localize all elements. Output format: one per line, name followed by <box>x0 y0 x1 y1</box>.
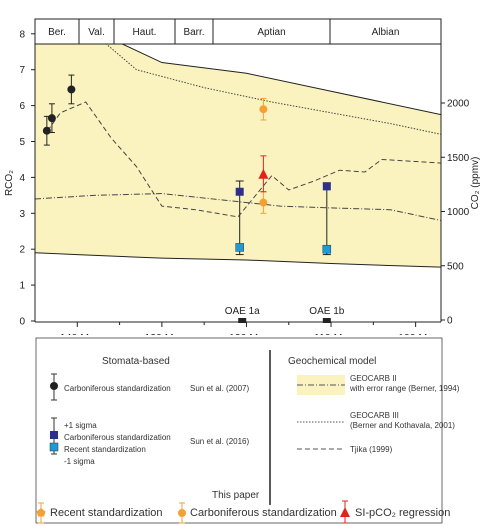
y-right-tick-label: 0 <box>447 316 453 327</box>
legend-this-paper: This paper <box>212 490 260 501</box>
sun2007-point <box>42 126 51 135</box>
oae-marker <box>322 318 331 323</box>
legend-tp-si-symbol <box>340 500 350 524</box>
oae-label: OAE 1a <box>225 306 260 317</box>
legend-tp-carb-symbol <box>178 502 186 524</box>
period-label: Aptian <box>257 27 285 38</box>
sun2016-carboniferous-point <box>322 182 331 191</box>
y-left-tick-label: 3 <box>19 209 25 220</box>
legend-sun2016-symbol <box>49 417 59 455</box>
legend-graphics <box>35 337 443 524</box>
legend-geocarb3-title: GEOCARB III <box>350 411 399 420</box>
y-left-tick-label: 4 <box>19 173 25 184</box>
oae-label: OAE 1b <box>309 306 344 317</box>
legend-recent-square <box>49 442 59 452</box>
legend-geocarb2-title: GEOCARB II <box>350 374 397 383</box>
period-label: Ber. <box>48 27 66 38</box>
y-left-tick-label: 0 <box>19 317 25 328</box>
x-tick-label: 140 Ma <box>60 332 95 335</box>
legend-plus-sigma: +1 sigma <box>64 421 97 430</box>
y-left-tick-label: 6 <box>19 101 25 112</box>
y-left-tick-label: 2 <box>19 245 25 256</box>
legend-tajika-label: Tjika (1999) <box>350 445 393 454</box>
sun2016-carboniferous-point <box>235 187 244 196</box>
geocarb3-line <box>105 44 441 135</box>
legend-geocarb2-sub: with error range (Berner, 1994) <box>350 384 460 393</box>
period-label: Barr. <box>183 27 204 38</box>
legend-tp-recent-symbol <box>36 502 46 524</box>
legend-tp-si-label: SI-pCO₂ regression <box>355 507 451 519</box>
legend-sun2016-ref: Sun et al. (2016) <box>190 437 250 446</box>
period-label: Haut. <box>133 27 157 38</box>
legend-minus-sigma: -1 sigma <box>64 457 95 466</box>
y-right-tick-label: 500 <box>447 261 464 272</box>
sun2007-point <box>47 114 56 123</box>
x-tick-label: 120 Ma <box>229 332 264 335</box>
y-right-tick-label: 1500 <box>447 153 470 164</box>
legend-tp-carb-label: Carboniferous standardization <box>190 507 337 519</box>
y-left-axis-label: RCO₂ <box>4 170 15 196</box>
this-paper-carb-point <box>259 105 268 114</box>
legend-carb-std-label-2: Carboniferous standardization <box>64 433 171 442</box>
si-pco2-point <box>258 168 269 179</box>
legend-geocarb2-symbol <box>297 375 345 395</box>
sun2016-recent-point <box>235 243 244 252</box>
legend-stomata-header: Stomata-based <box>102 356 170 367</box>
y-left-tick-label: 1 <box>19 281 25 292</box>
legend-sun2007-symbol <box>50 373 58 401</box>
period-header <box>34 18 442 45</box>
legend-geochem-header: Geochemical model <box>288 356 377 367</box>
y-right-tick-label: 2000 <box>447 99 470 110</box>
geocarb2-upper-line <box>121 44 441 116</box>
legend-recent-std-label: Recent standardization <box>64 445 146 454</box>
co2-chart: Ber. Val. Haut. Barr. Aptian Albian 0 1 2 3 4 5 6 7 8 R… <box>4 18 481 335</box>
plot-area <box>35 44 441 268</box>
period-label: Val. <box>88 27 105 38</box>
geocarb2-mid-line <box>35 193 441 221</box>
legend: Stomata-based Geochemical model Carbonif… <box>0 330 485 526</box>
legend-sun2007-ref: Sun et al. (2007) <box>190 384 250 393</box>
geocarb2-lower-line <box>35 252 441 268</box>
y-right-tick-label: 1000 <box>447 207 470 218</box>
x-tick-label: 100 Ma <box>398 332 433 335</box>
legend-tp-recent-label: Recent standardization <box>50 507 163 519</box>
y-left-tick-label: 8 <box>19 29 25 40</box>
y-right-axis-label: CO₂ (ppmv) <box>470 157 481 210</box>
legend-geocarb3-sub: (Berner and Kothavala, 2001) <box>350 421 455 430</box>
x-tick-label: 110 Ma <box>314 332 348 335</box>
y-left-tick-label: 5 <box>19 137 25 148</box>
period-label: Albian <box>372 27 400 38</box>
legend-border <box>35 337 443 524</box>
tajika-line <box>47 101 441 218</box>
sun2016-recent-point <box>322 244 332 254</box>
geocarb2-band <box>35 44 441 268</box>
this-paper-carb-point <box>259 198 268 207</box>
oae-marker <box>238 318 247 323</box>
legend-carb-square <box>50 431 58 439</box>
sun2007-point <box>67 85 76 94</box>
legend-carb-std-label: Carboniferous standardization <box>64 384 171 393</box>
y-left-tick-label: 7 <box>19 65 25 76</box>
x-tick-label: 130 Ma <box>144 332 179 335</box>
